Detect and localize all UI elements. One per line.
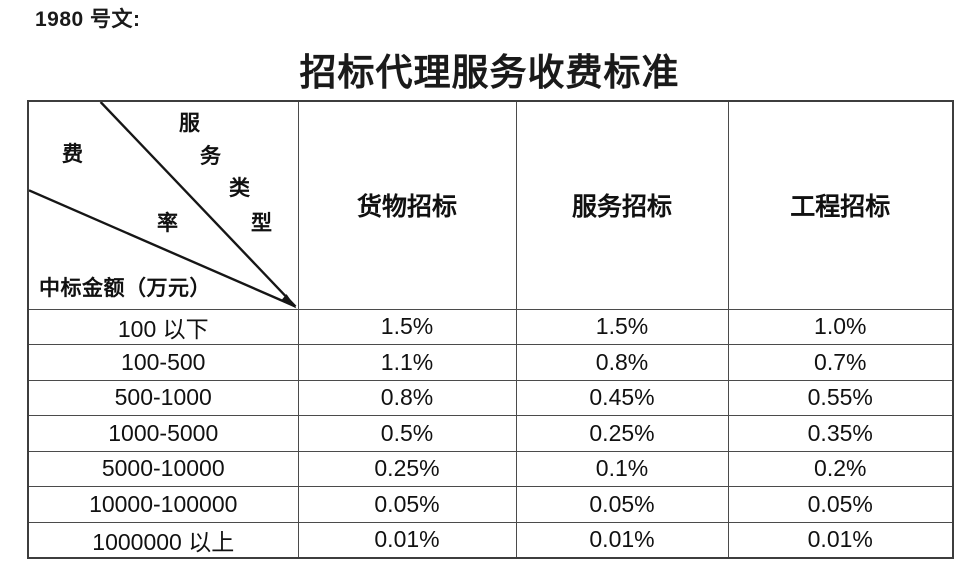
amount-range-cell: 1000-5000: [27, 415, 299, 452]
column-header-service: 服务招标: [515, 100, 729, 310]
amount-range-cell: 100-500: [27, 344, 299, 381]
corner-label-fee-rate-char: 率: [157, 211, 178, 235]
amount-range-cell: 1000000 以上: [27, 521, 299, 558]
table-header-row: 服 务 类 型 费 率 中标金额（万元） 货物招标 服务招标 工程招标: [27, 100, 954, 310]
rate-cell: 0.45%: [515, 379, 729, 416]
rate-cell: 0.01%: [515, 521, 729, 558]
rate-cell: 0.7%: [727, 344, 954, 381]
table-row: 1000000 以上 0.01% 0.01% 0.01%: [27, 521, 954, 558]
column-header-goods: 货物招标: [297, 100, 517, 310]
diagonal-corner-cell: 服 务 类 型 费 率 中标金额（万元）: [27, 100, 299, 310]
rate-cell: 0.8%: [297, 379, 517, 416]
corner-label-amount-axis: 中标金额（万元）: [39, 276, 211, 300]
rate-cell: 0.05%: [515, 486, 729, 523]
rate-cell: 0.05%: [727, 486, 954, 523]
page-title: 招标代理服务收费标准: [299, 53, 680, 94]
table-row: 5000-10000 0.25% 0.1% 0.2%: [27, 450, 954, 487]
rate-cell: 0.1%: [515, 450, 729, 487]
amount-range-cell: 5000-10000: [27, 450, 299, 487]
table-row: 100 以下 1.5% 1.5% 1.0%: [27, 308, 954, 345]
corner-label-service-type-char: 类: [229, 176, 250, 200]
rate-cell: 0.01%: [727, 521, 954, 558]
corner-label-fee-rate-char: 费: [62, 142, 83, 166]
rate-cell: 0.25%: [297, 450, 517, 487]
rate-cell: 0.35%: [727, 415, 954, 452]
rate-cell: 0.05%: [297, 486, 517, 523]
rate-cell: 0.5%: [297, 415, 517, 452]
diagonal-arrow-tip: [281, 294, 297, 308]
rate-cell: 1.5%: [297, 308, 517, 345]
doc-number-label: 1980 号文:: [35, 8, 141, 31]
amount-range-cell: 500-1000: [27, 379, 299, 416]
table-row: 10000-100000 0.05% 0.05% 0.05%: [27, 486, 954, 523]
rate-cell: 0.2%: [727, 450, 954, 487]
corner-label-service-type-char: 型: [251, 211, 272, 235]
table-row: 500-1000 0.8% 0.45% 0.55%: [27, 379, 954, 416]
diagonal-divider-lines: [29, 102, 297, 308]
amount-range-cell: 10000-100000: [27, 486, 299, 523]
table-row: 1000-5000 0.5% 0.25% 0.35%: [27, 415, 954, 452]
corner-label-service-type-char: 服: [179, 111, 200, 135]
rate-cell: 0.25%: [515, 415, 729, 452]
corner-label-service-type-char: 务: [200, 144, 221, 168]
column-header-engineering: 工程招标: [727, 100, 954, 310]
rate-cell: 1.0%: [727, 308, 954, 345]
fee-standard-table: 服 务 类 型 费 率 中标金额（万元） 货物招标 服务招标 工程招标 100 …: [27, 100, 954, 559]
table-row: 100-500 1.1% 0.8% 0.7%: [27, 344, 954, 381]
rate-cell: 1.5%: [515, 308, 729, 345]
rate-cell: 0.55%: [727, 379, 954, 416]
rate-cell: 0.8%: [515, 344, 729, 381]
amount-range-cell: 100 以下: [27, 308, 299, 345]
rate-cell: 1.1%: [297, 344, 517, 381]
rate-cell: 0.01%: [297, 521, 517, 558]
